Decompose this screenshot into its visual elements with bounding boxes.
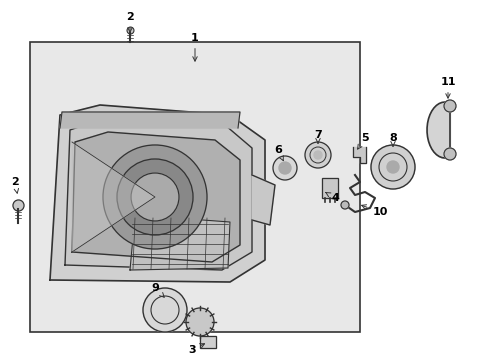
- Circle shape: [279, 162, 290, 174]
- Bar: [200, 336, 216, 348]
- Circle shape: [370, 145, 414, 189]
- Polygon shape: [130, 215, 229, 270]
- Polygon shape: [65, 118, 251, 270]
- Text: 9: 9: [151, 283, 164, 297]
- Text: 11: 11: [439, 77, 455, 98]
- Polygon shape: [352, 147, 365, 163]
- Polygon shape: [50, 105, 264, 282]
- Bar: [321, 178, 337, 198]
- Circle shape: [142, 288, 186, 332]
- Circle shape: [443, 148, 455, 160]
- Text: 8: 8: [388, 133, 396, 146]
- Text: 10: 10: [361, 205, 387, 217]
- Circle shape: [272, 156, 296, 180]
- Circle shape: [313, 151, 321, 159]
- Text: 3: 3: [188, 344, 204, 355]
- Bar: [321, 178, 337, 198]
- Polygon shape: [251, 175, 274, 225]
- Polygon shape: [72, 142, 155, 252]
- Text: 7: 7: [313, 130, 321, 143]
- Polygon shape: [60, 112, 240, 128]
- Text: 6: 6: [273, 145, 283, 161]
- Text: 2: 2: [126, 12, 134, 32]
- Circle shape: [386, 161, 398, 173]
- Circle shape: [443, 100, 455, 112]
- Text: 5: 5: [357, 133, 368, 149]
- Circle shape: [305, 142, 330, 168]
- Text: 2: 2: [11, 177, 19, 193]
- Circle shape: [185, 308, 214, 336]
- Bar: [200, 336, 216, 348]
- Circle shape: [131, 173, 179, 221]
- Circle shape: [117, 159, 193, 235]
- Text: 4: 4: [325, 192, 338, 203]
- Polygon shape: [72, 132, 240, 262]
- Bar: [30, 42, 359, 332]
- Circle shape: [340, 201, 348, 209]
- Circle shape: [103, 145, 206, 249]
- Text: 1: 1: [191, 33, 199, 61]
